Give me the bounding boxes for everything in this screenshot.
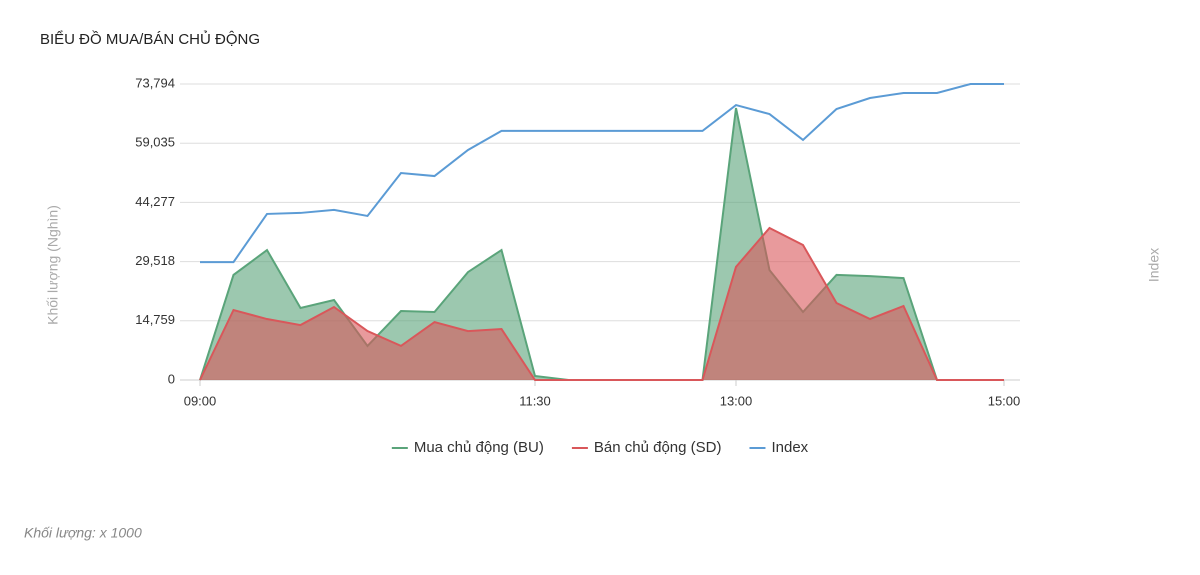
legend-item[interactable]: Index — [749, 439, 809, 456]
legend-label: Bán chủ động (SD) — [594, 439, 722, 456]
y-tick-label: 44,277 — [135, 194, 175, 209]
x-tick-label: 11:30 — [519, 393, 551, 408]
y-axis-label: Khối lượng (Nghìn) — [45, 205, 61, 325]
y-tick-label: 14,759 — [135, 312, 175, 327]
chart-title: BIỂU ĐỒ MUA/BÁN CHỦ ĐỘNG — [40, 30, 260, 48]
footnote: Khối lượng: x 1000 — [24, 525, 142, 541]
legend-item[interactable]: Bán chủ động (SD) — [571, 439, 722, 456]
x-tick-label: 15:00 — [988, 393, 1021, 408]
y-tick-label: 29,518 — [135, 253, 175, 268]
legend: Mua chủ động (BU) Bán chủ động (SD) Index — [391, 439, 809, 456]
line — [200, 83, 1004, 264]
legend-label: Index — [771, 439, 808, 456]
x-tick-label: 13:00 — [720, 393, 753, 408]
y-tick-label: 0 — [168, 371, 175, 386]
y-tick-label: 59,035 — [135, 135, 175, 150]
area — [200, 227, 1004, 380]
x-tick-label: 09:00 — [184, 393, 217, 408]
legend-label: Mua chủ động (BU) — [414, 439, 544, 456]
y-tick-label: 73,794 — [135, 75, 175, 90]
area-line — [199, 226, 1004, 381]
y2-axis-label: Index — [1146, 248, 1162, 282]
legend-item[interactable]: Mua chủ động (BU) — [391, 439, 544, 456]
